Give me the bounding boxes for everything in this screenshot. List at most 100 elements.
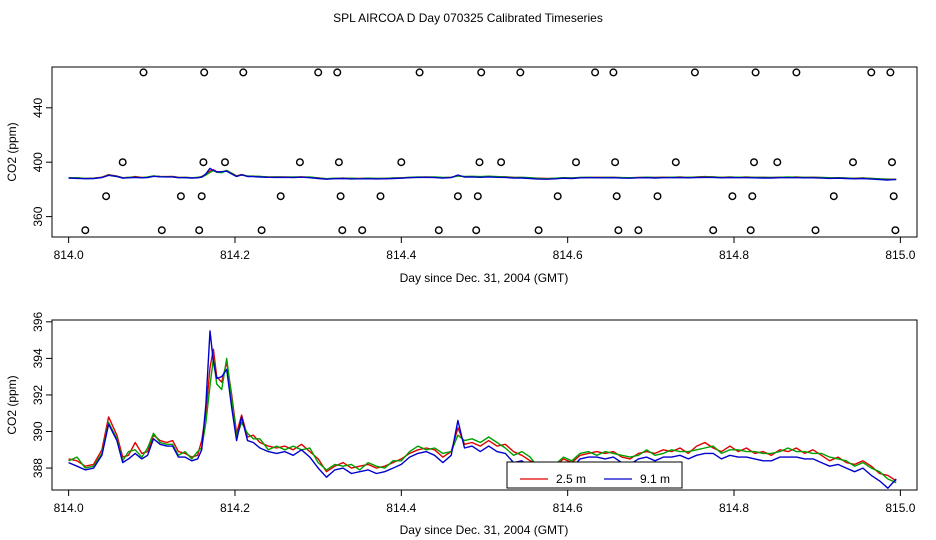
- calibration-point: [690, 68, 699, 77]
- top-series-lines: [68, 167, 897, 181]
- calibration-point: [891, 226, 900, 235]
- calibration-point: [415, 68, 424, 77]
- bot-x-tick-label: 814.0: [54, 501, 84, 515]
- calibration-point: [314, 68, 323, 77]
- calibration-point: [81, 226, 90, 235]
- calibration-point: [220, 158, 229, 167]
- calibration-point: [792, 68, 801, 77]
- top-y-axis: 360 400 440: [31, 97, 52, 227]
- calibration-point: [516, 68, 525, 77]
- calibration-point: [473, 192, 482, 201]
- calibration-point: [358, 226, 367, 235]
- calibration-point: [614, 226, 623, 235]
- bot-y-tick-label: 394: [31, 348, 45, 368]
- legend-box: [506, 461, 683, 489]
- calibration-point: [477, 68, 486, 77]
- top-y-tick-label: 440: [31, 97, 45, 117]
- calibration-point: [591, 68, 600, 77]
- bot-y-tick-label: 392: [31, 385, 45, 405]
- calibration-point: [157, 226, 166, 235]
- calibration-point: [336, 192, 345, 201]
- calibration-point: [709, 226, 718, 235]
- calibration-point: [176, 192, 185, 201]
- calibration-point: [867, 68, 876, 77]
- calibration-point: [453, 192, 462, 201]
- top-y-tick-label: 360: [31, 206, 45, 226]
- calibration-point: [376, 192, 385, 201]
- calibration-point: [748, 192, 757, 201]
- legend-label-2-5m: 2.5 m: [556, 472, 586, 486]
- bot-x-tick-label: 814.2: [220, 501, 250, 515]
- calibration-point: [102, 192, 111, 201]
- bot-series-line-9-1-m: [68, 330, 897, 489]
- top-x-tick-label: 814.4: [386, 248, 416, 262]
- calibration-point: [195, 226, 204, 235]
- calibration-point: [611, 158, 620, 167]
- calibration-point: [497, 158, 506, 167]
- bot-series-line-green-unlabeled-: [68, 357, 897, 484]
- calibration-point: [397, 158, 406, 167]
- calibration-point: [653, 192, 662, 201]
- top-x-axis: 814.0 814.2 814.4 814.6 814.8 815.0: [54, 237, 916, 262]
- bottom-y-axis: 388 390 392 394 396: [31, 311, 52, 478]
- calibration-point: [612, 192, 621, 201]
- bottom-x-axis-label: Day since Dec. 31, 2004 (GMT): [400, 523, 569, 537]
- bot-x-tick-label: 815.0: [885, 501, 915, 515]
- calibration-point: [338, 226, 347, 235]
- calibration-point: [239, 68, 248, 77]
- top-x-tick-label: 814.6: [553, 248, 583, 262]
- top-series-line-9-1-m: [68, 167, 897, 181]
- top-calibration-points: [81, 68, 900, 235]
- calibration-point: [472, 226, 481, 235]
- calibration-point: [118, 158, 127, 167]
- calibration-point: [886, 68, 895, 77]
- calibration-point: [750, 158, 759, 167]
- calibration-point: [475, 158, 484, 167]
- top-x-tick-label: 815.0: [885, 248, 915, 262]
- calibration-point: [829, 192, 838, 201]
- calibration-point: [609, 68, 618, 77]
- calibration-point: [434, 226, 443, 235]
- top-plot-frame: [51, 66, 918, 238]
- calibration-point: [199, 158, 208, 167]
- calibration-point: [534, 226, 543, 235]
- calibration-point: [634, 226, 643, 235]
- calibration-point: [773, 158, 782, 167]
- bottom-y-axis-label: CO2 (ppm): [5, 375, 19, 434]
- calibration-point: [139, 68, 148, 77]
- calibration-point: [295, 158, 304, 167]
- calibration-point: [276, 192, 285, 201]
- top-x-tick-label: 814.8: [719, 248, 749, 262]
- calibration-point: [197, 192, 206, 201]
- calibration-point: [671, 158, 680, 167]
- top-panel: 814.0 814.2 814.4 814.6 814.8 815.0 360 400 440…: [5, 66, 918, 285]
- calibration-point: [751, 68, 760, 77]
- bottom-plot-frame: [51, 319, 918, 491]
- calibration-point: [849, 158, 858, 167]
- legend: 2.5 m 9.1 m: [506, 461, 683, 489]
- calibration-point: [728, 192, 737, 201]
- calibration-point: [572, 158, 581, 167]
- calibration-point: [746, 226, 755, 235]
- calibration-point: [333, 68, 342, 77]
- bottom-series-lines: [68, 330, 897, 489]
- bottom-x-axis: 814.0 814.2 814.4 814.6 814.8 815.0: [54, 490, 916, 515]
- calibration-point: [888, 158, 897, 167]
- top-y-tick-label: 400: [31, 152, 45, 172]
- top-x-tick-label: 814.2: [220, 248, 250, 262]
- bottom-panel: 814.0 814.2 814.4 814.6 814.8 815.0 388 390 392…: [5, 311, 918, 537]
- top-x-axis-label: Day since Dec. 31, 2004 (GMT): [400, 271, 569, 285]
- calibration-point: [889, 192, 898, 201]
- legend-label-9-1m: 9.1 m: [640, 472, 670, 486]
- bot-x-tick-label: 814.4: [386, 501, 416, 515]
- calibration-point: [200, 68, 209, 77]
- calibration-point: [257, 226, 266, 235]
- top-y-axis-label: CO2 (ppm): [5, 122, 19, 181]
- top-x-tick-label: 814.0: [54, 248, 84, 262]
- figure-title: SPL AIRCOA D Day 070325 Calibrated Times…: [333, 11, 603, 25]
- bot-y-tick-label: 396: [31, 311, 45, 331]
- bot-y-tick-label: 390: [31, 421, 45, 441]
- bot-y-tick-label: 388: [31, 458, 45, 478]
- calibration-point: [553, 192, 562, 201]
